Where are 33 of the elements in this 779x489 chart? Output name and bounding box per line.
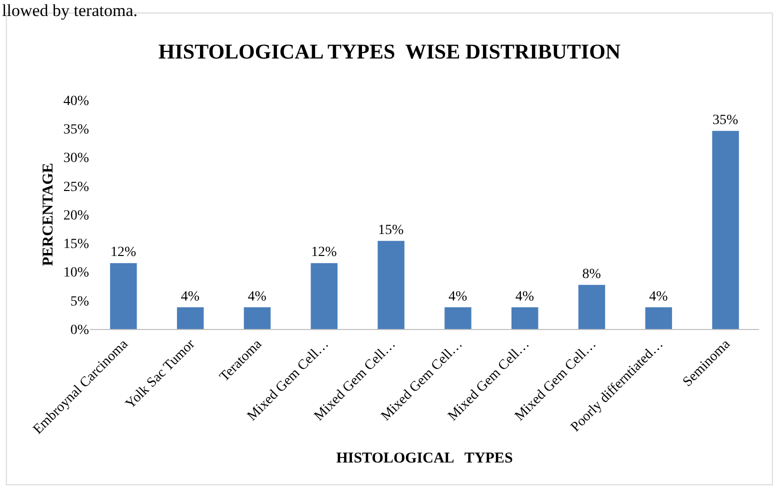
data-label: 4% bbox=[649, 289, 668, 304]
y-tick-label: 35% bbox=[63, 122, 90, 138]
data-label: 4% bbox=[180, 289, 200, 304]
y-tick-label: 25% bbox=[63, 180, 90, 195]
bar bbox=[244, 307, 271, 329]
y-tick-label: 40% bbox=[63, 94, 90, 109]
y-tick-label: 15% bbox=[63, 237, 90, 252]
bar bbox=[176, 307, 204, 329]
x-axis-title: HISTOLOGICAL TYPES bbox=[336, 450, 513, 466]
bar bbox=[378, 240, 404, 329]
bar bbox=[511, 307, 538, 329]
data-label: 4% bbox=[248, 289, 267, 304]
bar bbox=[712, 130, 739, 329]
bar bbox=[645, 307, 672, 329]
bar bbox=[310, 263, 338, 329]
bar bbox=[578, 284, 606, 329]
y-tick-label: 10% bbox=[63, 266, 90, 281]
data-label: 15% bbox=[378, 222, 404, 238]
data-label: 4% bbox=[448, 289, 468, 304]
data-label: 35% bbox=[712, 112, 739, 128]
data-label: 8% bbox=[582, 266, 602, 282]
data-label: 12% bbox=[110, 245, 136, 260]
y-axis-title: PERCENTAGE bbox=[40, 162, 57, 266]
bar bbox=[110, 263, 137, 329]
y-tick-label: 20% bbox=[63, 208, 90, 224]
text: llowed by teratoma. bbox=[2, 1, 138, 20]
y-tick-label: 0% bbox=[70, 322, 90, 338]
y-tick-label: 5% bbox=[70, 294, 90, 310]
data-label: 4% bbox=[515, 289, 534, 304]
bar bbox=[444, 307, 472, 329]
y-tick-label: 30% bbox=[63, 151, 90, 166]
chart-title: HISTOLOGICAL TYPES WISE DISTRIBUTION bbox=[158, 40, 621, 64]
data-label: 12% bbox=[311, 245, 338, 260]
